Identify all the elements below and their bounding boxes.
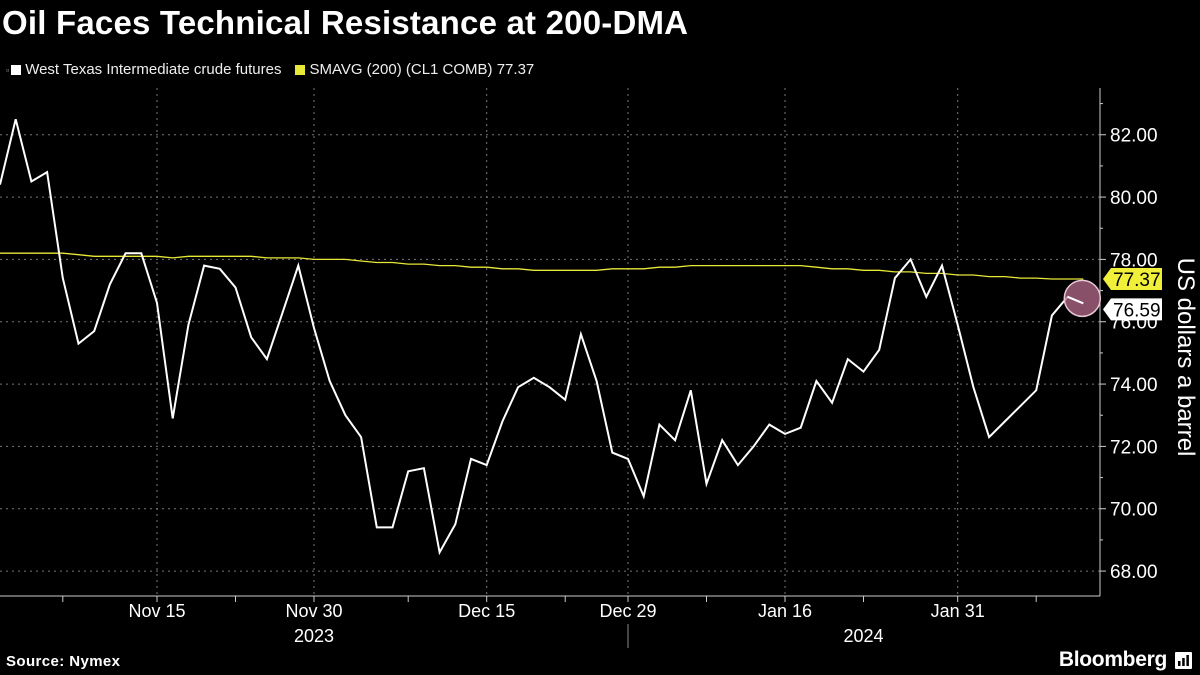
x-tick-label: Dec 15	[458, 601, 515, 621]
brand-name: Bloomberg	[1058, 648, 1167, 671]
y-tick-label: 74.00	[1110, 375, 1158, 396]
y-tick-label: 78.00	[1110, 250, 1158, 271]
legend-label-wti: West Texas Intermediate crude futures	[25, 61, 282, 78]
legend-label-sma: SMAVG (200) (CL1 COMB) 77.37	[309, 61, 535, 78]
x-year-label: 2024	[843, 626, 883, 646]
bloomberg-logo: Bloomberg	[1059, 648, 1192, 672]
y-axis-label: US dollars a barrel	[1172, 257, 1199, 457]
legend-marker-icon: ▫	[6, 64, 10, 75]
sma-200-line	[0, 252, 1084, 280]
y-tick-label: 70.00	[1110, 500, 1158, 521]
x-tick-label: Nov 15	[128, 601, 185, 621]
x-tick-label: Dec 29	[599, 601, 656, 621]
last-value-badge-label: 76.59	[1113, 300, 1161, 321]
wti-price-line	[0, 118, 1084, 556]
last-value-badge	[1103, 298, 1162, 321]
y-tick-label: 80.00	[1110, 188, 1158, 209]
legend-item-wti: West Texas Intermediate crude futures	[11, 61, 281, 78]
legend-item-sma: SMAVG (200) (CL1 COMB) 77.37	[295, 61, 534, 78]
last-value-badge	[1103, 268, 1162, 291]
last-value-badge-label: 77.37	[1113, 270, 1161, 291]
y-tick-label: 72.00	[1110, 437, 1158, 458]
y-tick-label: 82.00	[1110, 126, 1158, 147]
terminal-icon	[1175, 651, 1192, 669]
source-note: Source: Nymex	[6, 653, 121, 670]
x-year-label: 2023	[294, 626, 334, 646]
x-tick-label: Jan 31	[931, 601, 985, 621]
legend-swatch-sma	[295, 64, 306, 75]
chart-title: Oil Faces Technical Resistance at 200-DM…	[2, 4, 689, 41]
wti-last-segment	[1067, 295, 1084, 305]
x-tick-label: Jan 16	[758, 601, 812, 621]
legend-swatch-wti	[11, 64, 22, 75]
legend: ▫ West Texas Intermediate crude futures …	[6, 61, 548, 78]
x-tick-label: Nov 30	[285, 601, 342, 621]
last-value-highlight	[1063, 279, 1102, 318]
y-tick-label: 68.00	[1110, 562, 1158, 583]
